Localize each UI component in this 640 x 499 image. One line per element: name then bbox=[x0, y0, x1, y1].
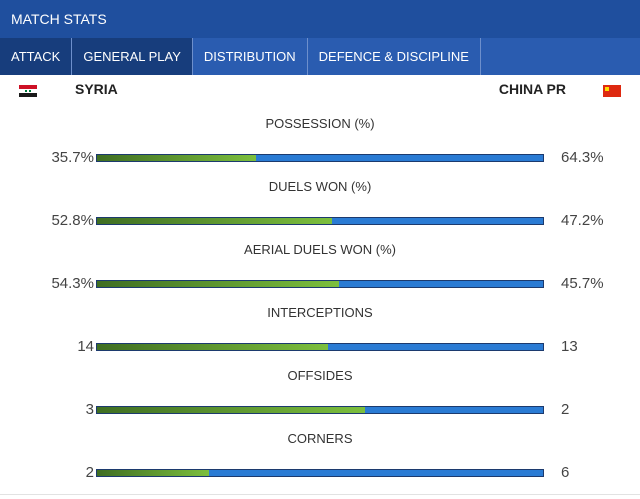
away-value: 64.3% bbox=[561, 149, 604, 166]
stat-offsides: OFFSIDES 3 2 bbox=[0, 368, 640, 428]
stat-duels-won: DUELS WON (%) 52.8% 47.2% bbox=[0, 179, 640, 239]
syria-flag-icon bbox=[19, 85, 37, 97]
home-value: 3 bbox=[85, 401, 94, 418]
home-bar-fill bbox=[97, 344, 329, 350]
home-bar-fill bbox=[97, 218, 333, 224]
away-value: 45.7% bbox=[561, 275, 604, 292]
divider bbox=[0, 494, 640, 495]
away-bar-fill bbox=[328, 344, 543, 350]
tab-defence-discipline[interactable]: DEFENCE & DISCIPLINE bbox=[308, 38, 481, 75]
stat-label: INTERCEPTIONS bbox=[267, 305, 373, 320]
home-bar-fill bbox=[97, 470, 209, 476]
away-bar-fill bbox=[339, 281, 543, 287]
stat-interceptions: INTERCEPTIONS 14 13 bbox=[0, 305, 640, 365]
away-value: 2 bbox=[561, 401, 570, 418]
stat-possession: POSSESSION (%) 35.7% 64.3% bbox=[0, 116, 640, 176]
stat-bar bbox=[96, 343, 544, 351]
stat-label: POSSESSION (%) bbox=[265, 116, 375, 131]
home-bar-fill bbox=[97, 281, 340, 287]
home-bar-fill bbox=[97, 155, 257, 161]
home-bar-fill bbox=[97, 407, 365, 413]
home-value: 14 bbox=[77, 338, 94, 355]
stat-label: DUELS WON (%) bbox=[268, 179, 372, 194]
stat-bar bbox=[96, 406, 544, 414]
away-value: 47.2% bbox=[561, 212, 604, 229]
china-flag-icon bbox=[603, 85, 621, 97]
tab-general-play[interactable]: GENERAL PLAY bbox=[72, 38, 193, 75]
away-bar-fill bbox=[208, 470, 543, 476]
tab-attack[interactable]: ATTACK bbox=[0, 38, 73, 75]
stat-bar bbox=[96, 469, 544, 477]
home-value: 35.7% bbox=[51, 149, 94, 166]
stat-bar bbox=[96, 154, 544, 162]
stat-bar bbox=[96, 280, 544, 288]
stats-tabs: ATTACK GENERAL PLAY DISTRIBUTION DEFENCE… bbox=[0, 38, 640, 75]
away-bar-fill bbox=[332, 218, 543, 224]
header-title: MATCH STATS bbox=[11, 11, 107, 27]
away-bar-fill bbox=[364, 407, 543, 413]
home-value: 52.8% bbox=[51, 212, 94, 229]
away-team-name: CHINA PR bbox=[498, 81, 566, 97]
stat-bar bbox=[96, 217, 544, 225]
stat-label: OFFSIDES bbox=[287, 368, 353, 383]
stat-aerial-duels-won: AERIAL DUELS WON (%) 54.3% 45.7% bbox=[0, 242, 640, 302]
away-bar-fill bbox=[256, 155, 543, 161]
teams-row: SYRIA CHINA PR bbox=[0, 78, 640, 102]
home-value: 54.3% bbox=[51, 275, 94, 292]
home-value: 2 bbox=[85, 464, 94, 481]
stat-label: CORNERS bbox=[287, 431, 353, 446]
tab-distribution[interactable]: DISTRIBUTION bbox=[193, 38, 308, 75]
stat-corners: CORNERS 2 6 bbox=[0, 431, 640, 491]
away-value: 6 bbox=[561, 464, 570, 481]
match-stats-header: MATCH STATS bbox=[0, 0, 640, 38]
away-value: 13 bbox=[561, 338, 578, 355]
home-team-name: SYRIA bbox=[75, 81, 118, 97]
stat-label: AERIAL DUELS WON (%) bbox=[244, 242, 396, 257]
